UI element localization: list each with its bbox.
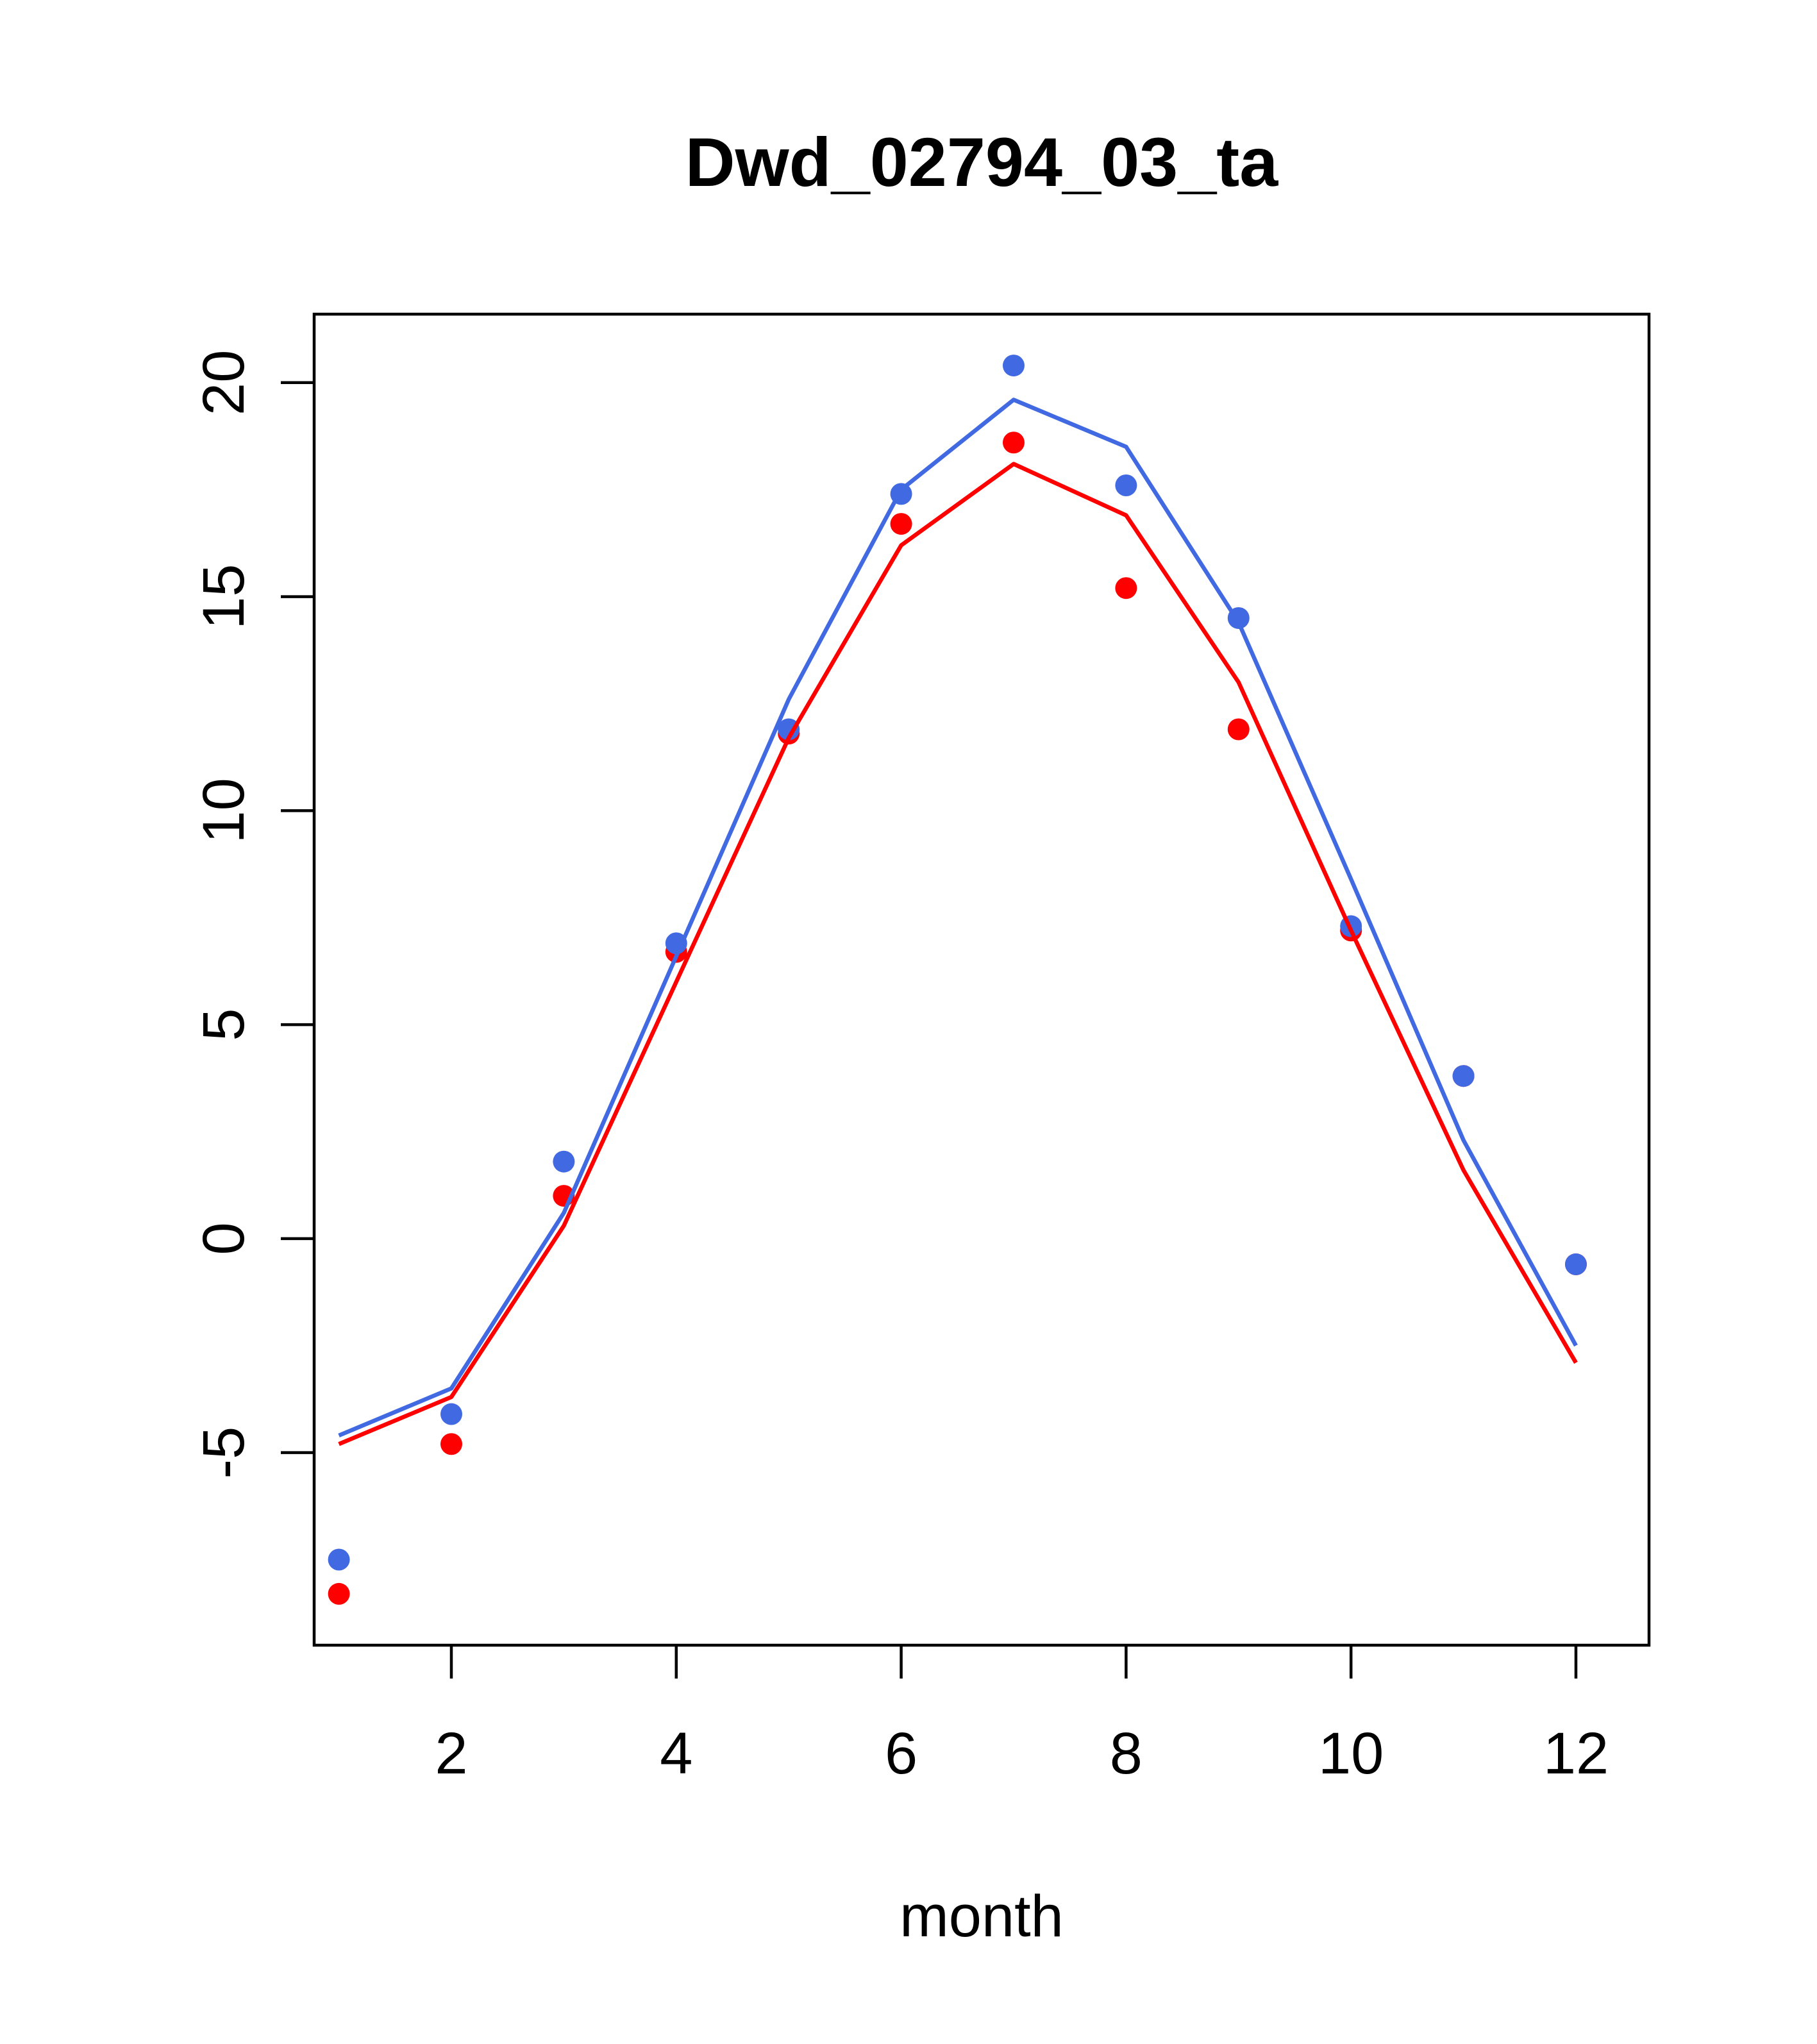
point-blue-m12 <box>1564 1253 1587 1275</box>
x-tick-label-2: 2 <box>435 1721 467 1786</box>
point-blue-m8 <box>1115 474 1137 497</box>
point-blue-m5 <box>778 718 800 741</box>
series-layer <box>328 355 1587 1605</box>
point-blue-m3 <box>553 1150 575 1173</box>
point-blue-m11 <box>1452 1065 1475 1087</box>
y-tick-label-5: 5 <box>191 1009 256 1041</box>
point-blue-m7 <box>1002 355 1025 377</box>
x-tick-label-8: 8 <box>1110 1721 1143 1786</box>
y-tick-label-20: 20 <box>191 350 256 415</box>
x-tick-label-6: 6 <box>885 1721 917 1786</box>
point-blue-m1 <box>328 1548 350 1571</box>
x-tick-label-4: 4 <box>660 1721 692 1786</box>
y-tick-label-10: 10 <box>191 778 256 843</box>
y-tick-label-15: 15 <box>191 564 256 629</box>
chart-title: Dwd_02794_03_ta <box>685 123 1279 201</box>
point-red-m7 <box>1002 431 1025 454</box>
point-red-m9 <box>1227 718 1250 741</box>
x-axis-label: month <box>900 1884 1064 1949</box>
series-line-blue <box>338 398 1578 1437</box>
plot-frame <box>312 312 1651 1647</box>
x-axis: 2 4 6 8 10 12 <box>435 1645 1609 1786</box>
y-tick-label--5: -5 <box>191 1427 256 1479</box>
y-axis: -5 0 5 10 15 20 <box>191 350 314 1479</box>
point-red-m6 <box>890 513 912 535</box>
x-tick-label-10: 10 <box>1318 1721 1384 1786</box>
point-red-m1 <box>328 1582 350 1605</box>
point-blue-m2 <box>440 1403 462 1425</box>
y-tick-label-0: 0 <box>191 1222 256 1255</box>
x-tick-label-12: 12 <box>1543 1721 1609 1786</box>
series-line-red <box>338 462 1578 1446</box>
point-red-m2 <box>440 1433 462 1455</box>
point-red-m8 <box>1115 577 1137 599</box>
